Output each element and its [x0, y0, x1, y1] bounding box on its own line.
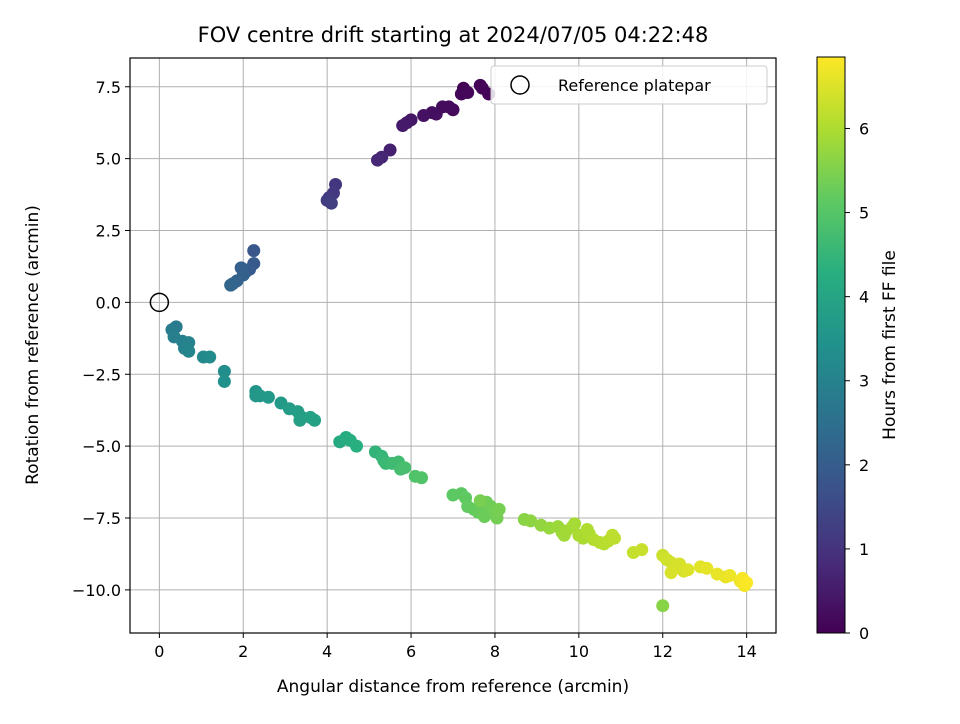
data-point	[370, 153, 384, 167]
x-tick-label: 4	[322, 642, 332, 661]
data-point	[247, 244, 261, 258]
x-tick-label: 0	[154, 642, 164, 661]
colorbar-tick-label: 0	[859, 624, 869, 643]
y-tick-label: 5.0	[96, 150, 121, 169]
x-axis-ticks: 0 2 4 6 8 10 12 14	[154, 633, 757, 661]
y-tick-label: −10.0	[72, 581, 121, 600]
data-point	[608, 531, 621, 545]
data-point	[700, 561, 714, 575]
data-point	[398, 461, 412, 475]
colorbar-tick-label: 1	[859, 540, 869, 559]
data-point	[261, 390, 275, 404]
data-points	[165, 78, 754, 613]
y-tick-label: −2.5	[82, 365, 121, 384]
y-tick-label: −5.0	[82, 437, 121, 456]
x-tick-label: 12	[653, 642, 673, 661]
data-point	[723, 569, 737, 582]
data-point	[656, 599, 670, 613]
data-point	[324, 196, 338, 210]
data-point	[182, 344, 196, 358]
colorbar-tick-label: 5	[859, 204, 869, 223]
data-point	[203, 350, 217, 364]
data-point	[568, 517, 582, 531]
chart-title: FOV centre drift starting at 2024/07/05 …	[198, 23, 709, 47]
y-axis-label: Rotation from reference (arcmin)	[23, 205, 43, 485]
data-point	[473, 494, 487, 508]
colorbar-ticks: 0 1 2 3 4 5 6	[845, 119, 869, 643]
colorbar-tick-label: 6	[859, 119, 869, 138]
data-point	[477, 510, 491, 524]
x-tick-label: 2	[238, 642, 248, 661]
y-tick-label: −7.5	[82, 509, 121, 528]
colorbar-tick-label: 2	[859, 456, 869, 475]
data-point	[635, 543, 649, 557]
data-point	[524, 514, 538, 528]
data-point	[224, 278, 238, 292]
data-point	[664, 566, 678, 580]
data-point	[308, 413, 322, 427]
data-point	[681, 563, 695, 577]
data-point	[415, 471, 429, 485]
colorbar-gradient	[816, 56, 846, 634]
data-point	[249, 389, 263, 403]
colorbar-tick-label: 4	[859, 288, 869, 307]
colorbar-tick-label: 3	[859, 372, 869, 391]
grid	[130, 58, 776, 633]
data-point	[396, 119, 410, 133]
y-tick-label: 7.5	[96, 78, 121, 97]
colorbar-label: Hours from first FF file	[880, 250, 900, 440]
data-point	[293, 413, 307, 427]
x-tick-label: 10	[569, 642, 589, 661]
y-axis-ticks: −10.0 −7.5 −5.0 −2.5 0.0 2.5 5.0 7.5	[72, 78, 130, 600]
legend-label: Reference platepar	[558, 76, 711, 95]
x-tick-label: 14	[736, 642, 756, 661]
colorbar: 0 1 2 3 4 5 6 Hours from first FF file	[816, 56, 900, 643]
data-point	[740, 576, 754, 590]
x-axis-label: Angular distance from reference (arcmin)	[277, 677, 629, 697]
x-tick-label: 8	[490, 642, 500, 661]
data-point	[492, 502, 506, 516]
legend: Reference platepar	[490, 65, 768, 105]
reference-point-marker	[149, 292, 170, 313]
data-point	[417, 109, 431, 122]
x-tick-label: 6	[406, 642, 416, 661]
data-point	[217, 374, 231, 388]
y-tick-label: 0.0	[96, 293, 121, 312]
legend-marker-open-circle	[510, 75, 530, 95]
data-point	[350, 439, 364, 453]
data-point	[461, 86, 475, 99]
y-tick-label: 2.5	[96, 222, 121, 241]
plot-frame	[129, 57, 777, 634]
data-point	[217, 364, 231, 378]
legend-box	[490, 65, 768, 105]
